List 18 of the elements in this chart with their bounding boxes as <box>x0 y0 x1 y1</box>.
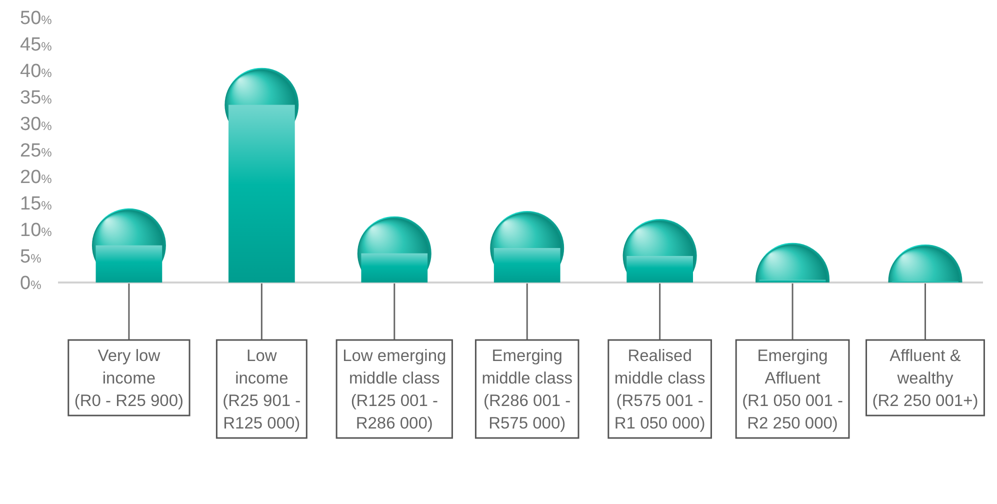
y-tick-label: 40% <box>20 60 52 82</box>
x-tick-label: Affluent & wealthy (R2 250 001+) <box>872 346 978 410</box>
y-tick-label: 15% <box>20 194 52 215</box>
x-tick-label: Realised middle class (R575 001 - R1 050 000) <box>614 346 706 432</box>
y-tick-label: 35% <box>20 88 52 109</box>
y-tick-label: 45% <box>20 34 52 56</box>
y-tick-label: 25% <box>20 140 52 162</box>
y-tick-label: 5% <box>20 246 42 268</box>
y-tick-label: 10% <box>20 220 52 242</box>
y-tick-label: 30% <box>20 114 52 136</box>
x-tick-label: Low emerging middle class (R125 001 - R286 000) <box>342 346 446 432</box>
y-tick-label: 0% <box>20 273 42 294</box>
x-tick-label: Very low income (R0 - R25 900) <box>74 346 184 410</box>
x-tick-label: Emerging Affluent (R1 050 001 - R2 250 000) <box>742 346 843 432</box>
x-tick-label: Low income (R25 901 - R125 000) <box>222 346 301 432</box>
x-tick-label: Emerging middle class (R286 001 - R575 000) <box>482 346 572 432</box>
y-tick-label: 20% <box>20 167 52 188</box>
y-tick-label: 50% <box>20 8 52 29</box>
